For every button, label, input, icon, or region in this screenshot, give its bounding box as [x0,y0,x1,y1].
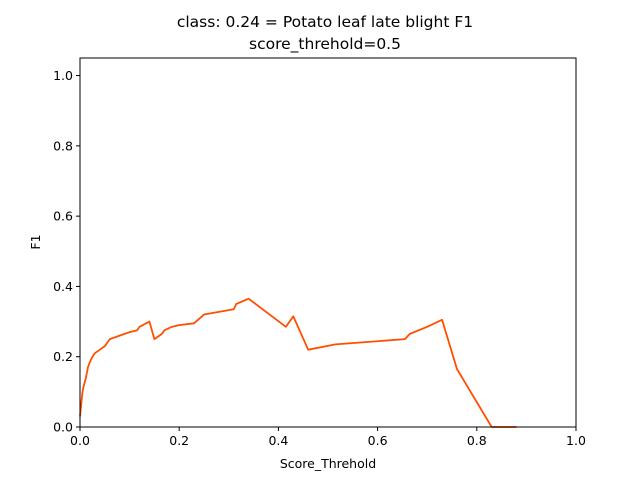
y-tick-label: 0.4 [53,279,73,294]
y-tick-label: 0.0 [53,420,73,435]
axes-frame [79,57,577,428]
x-tick-label: 1.0 [566,433,586,448]
y-tick-label: 0.6 [53,209,73,224]
y-tick-label: 0.8 [53,138,73,153]
x-tick-label: 0.0 [70,433,90,448]
chart-subtitle: score_threhold=0.5 [249,35,401,54]
y-tick-label: 1.0 [53,68,73,83]
x-tick-label: 0.8 [467,433,487,448]
y-tick-label: 0.2 [53,349,73,364]
plot-area: 0.0 0.2 0.4 0.6 0.8 1.0 0.0 0.2 0.4 0.6 0.8 1.0 [53,68,586,448]
x-tick-label: 0.2 [169,433,189,448]
y-axis-label: F1 [28,234,43,249]
f1-series-line [79,297,517,428]
chart-title: class: 0.24 = Potato leaf late blight F1 [177,13,473,31]
x-axis-label: Score_Threhold [280,456,376,471]
x-tick-label: 0.4 [268,433,288,448]
x-tick-label: 0.6 [368,433,388,448]
